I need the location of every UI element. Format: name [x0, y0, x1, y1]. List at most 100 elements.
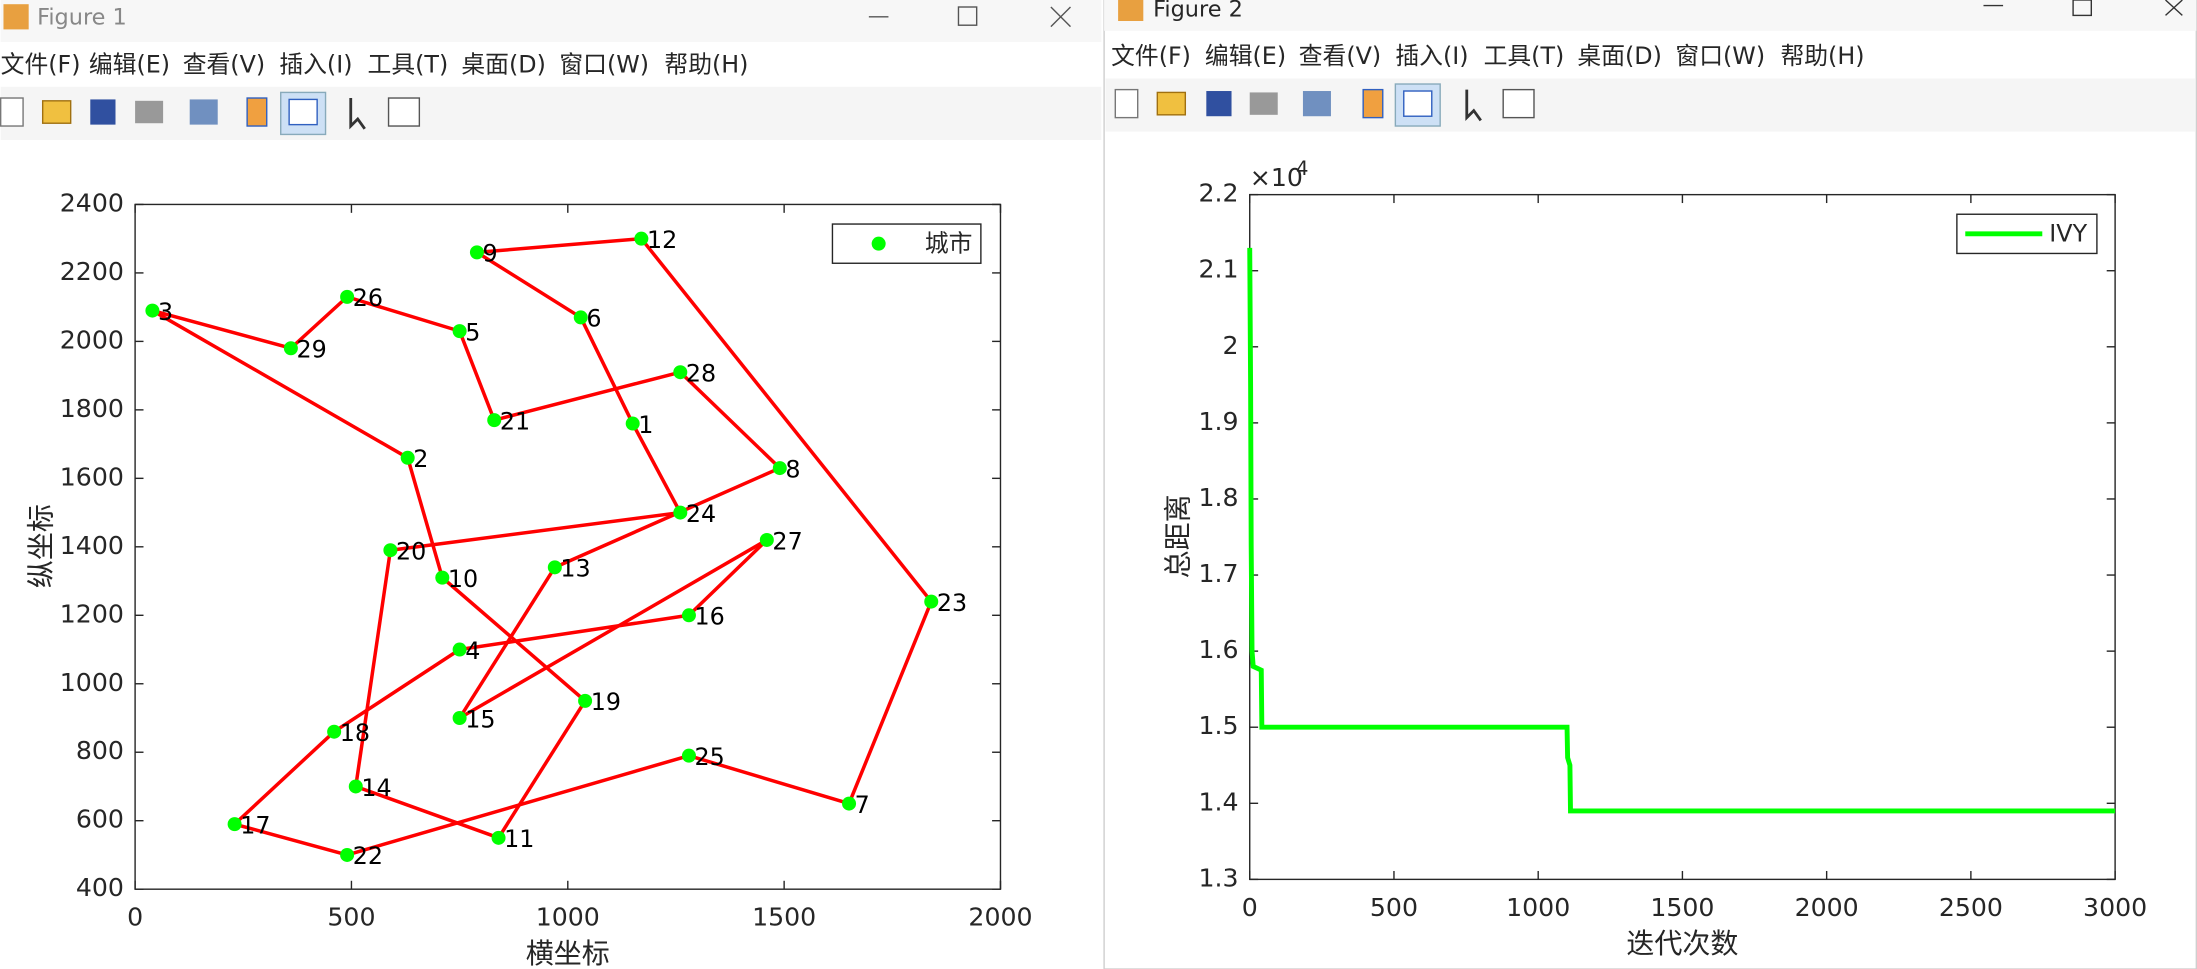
x-tick-label: 500: [327, 903, 375, 932]
route-segment: [233, 730, 336, 826]
city-label: 25: [695, 743, 725, 771]
x-tick-label: 500: [1370, 893, 1418, 922]
city-label: 21: [500, 407, 530, 435]
window-title: Figure 1: [37, 5, 127, 31]
maximize-button[interactable]: [957, 6, 978, 26]
city-point: [452, 710, 467, 725]
y-tick-label: 2: [1222, 331, 1238, 360]
y-tick-label: 1600: [60, 462, 124, 491]
city-label: 23: [937, 589, 967, 617]
route-segment: [333, 648, 461, 734]
y-tick-label: 1.4: [1198, 787, 1238, 816]
y-tick-label: 1.6: [1198, 635, 1238, 664]
route-segment: [346, 295, 461, 333]
city-point: [452, 642, 467, 657]
menu-item[interactable]: 编辑(E): [89, 50, 170, 78]
city-point: [435, 570, 450, 585]
route-segment: [458, 538, 768, 720]
menu-item[interactable]: 桌面(D): [461, 50, 545, 78]
city-point: [772, 461, 787, 476]
city-point: [348, 779, 363, 794]
y-tick-label: 2.2: [1198, 179, 1238, 208]
y-tick-label: 2000: [60, 325, 124, 354]
menu-item[interactable]: 窗口(W): [559, 50, 649, 78]
menu-item[interactable]: 工具(T): [1484, 42, 1565, 70]
menu-item[interactable]: 帮助(H): [664, 50, 748, 78]
x-axis-label: 迭代次数: [1626, 927, 1738, 960]
y-tick-label: 1.9: [1198, 407, 1238, 436]
route-segment: [579, 316, 635, 425]
city-point: [578, 693, 593, 708]
menu-item[interactable]: 窗口(W): [1675, 42, 1765, 70]
city-point: [145, 303, 160, 318]
app-icon: [1118, 0, 1144, 22]
y-tick-label: 1800: [60, 394, 124, 423]
city-point: [681, 748, 696, 763]
menu-item[interactable]: 桌面(D): [1577, 42, 1662, 70]
y-tick-label: 400: [76, 873, 124, 902]
city-label: 3: [158, 298, 173, 326]
city-label: 6: [586, 305, 601, 333]
legend-box: [831, 223, 982, 264]
plot-area: [134, 203, 1002, 890]
city-point: [227, 817, 242, 832]
city-label: 4: [465, 637, 480, 665]
x-tick-label: 1500: [1650, 893, 1714, 922]
route-segment: [441, 576, 587, 703]
menu-item[interactable]: 查看(V): [183, 50, 265, 78]
city-label: 29: [296, 336, 326, 364]
city-label: 1: [638, 411, 653, 439]
close-button[interactable]: [1050, 6, 1071, 28]
y-tick-label: 1.8: [1198, 483, 1238, 512]
title-bar: [1104, 0, 2197, 31]
x-tick-label: 1000: [1506, 893, 1570, 922]
maximize-button[interactable]: [2072, 0, 2093, 17]
menu-item[interactable]: 编辑(E): [1205, 42, 1286, 70]
menu-item[interactable]: 文件(F): [1, 50, 81, 78]
city-label: 27: [772, 527, 802, 555]
toolbar: [0, 86, 1102, 141]
city-label: 17: [240, 811, 270, 839]
x-tick-label: 0: [127, 903, 143, 932]
route-segment: [639, 237, 933, 603]
route-segment: [631, 422, 682, 514]
city-label: 19: [591, 688, 621, 716]
city-label: 24: [686, 500, 716, 528]
city-label: 2: [413, 445, 428, 473]
y-exponent-base: ×10: [1250, 163, 1303, 192]
city-label: 8: [785, 455, 800, 483]
city-point: [759, 532, 774, 547]
city-label: 16: [695, 603, 725, 631]
city-label: 22: [353, 842, 383, 870]
route-segment: [289, 295, 349, 350]
menu-item[interactable]: 插入(I): [1395, 42, 1468, 70]
y-tick-label: 1000: [60, 668, 124, 697]
city-label: 11: [504, 825, 534, 853]
x-tick-label: 2500: [1939, 893, 2003, 922]
city-point: [283, 341, 298, 356]
y-tick-label: 1400: [60, 531, 124, 560]
menu-item[interactable]: 工具(T): [368, 50, 449, 78]
menu-item[interactable]: 文件(F): [1111, 42, 1191, 70]
menu-item[interactable]: 插入(I): [279, 50, 352, 78]
menu-item[interactable]: 帮助(H): [1780, 42, 1864, 70]
y-tick-label: 800: [76, 736, 124, 765]
y-tick-label: 2.1: [1198, 255, 1238, 284]
city-label: 26: [353, 284, 383, 312]
x-tick-label: 2000: [1795, 893, 1859, 922]
city-point: [327, 724, 342, 739]
app-icon: [3, 4, 29, 30]
y-tick-label: 1200: [60, 599, 124, 628]
route-segment: [679, 370, 782, 470]
city-label: 20: [396, 538, 426, 566]
legend-label: IVY: [2049, 220, 2087, 248]
menu-item[interactable]: 查看(V): [1299, 42, 1381, 70]
city-point: [491, 830, 506, 845]
x-tick-label: 2000: [968, 903, 1032, 932]
route-segment: [493, 370, 681, 422]
city-point: [547, 560, 562, 575]
close-button[interactable]: [2165, 0, 2183, 16]
city-point: [634, 231, 649, 246]
plot-area: [1249, 193, 2116, 881]
